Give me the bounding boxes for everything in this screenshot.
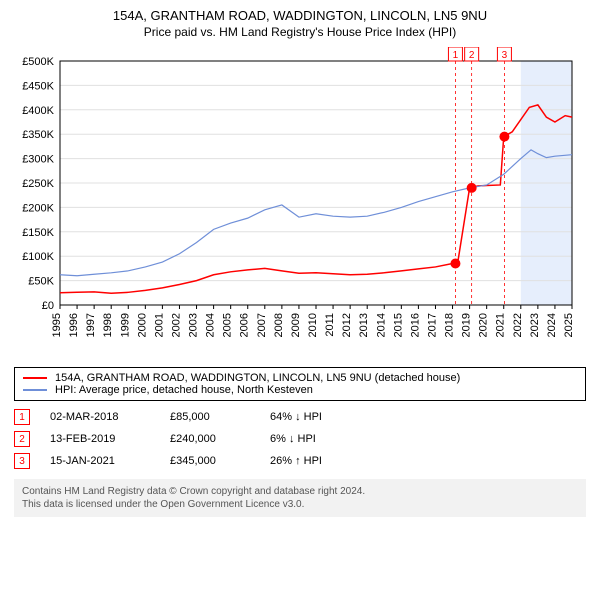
svg-text:2: 2: [469, 50, 475, 61]
svg-text:2015: 2015: [392, 313, 404, 337]
footer-line-1: Contains HM Land Registry data © Crown c…: [22, 485, 578, 498]
svg-text:£300K: £300K: [22, 154, 54, 166]
svg-text:2006: 2006: [239, 313, 251, 337]
svg-text:2001: 2001: [153, 313, 165, 337]
svg-text:2005: 2005: [222, 313, 234, 337]
svg-text:2021: 2021: [495, 313, 507, 337]
event-price: £345,000: [170, 455, 250, 467]
svg-text:£150K: £150K: [22, 227, 54, 239]
svg-text:1997: 1997: [85, 313, 97, 337]
svg-text:2002: 2002: [170, 313, 182, 337]
svg-text:£400K: £400K: [22, 105, 54, 117]
event-price: £85,000: [170, 411, 250, 423]
svg-text:2000: 2000: [136, 313, 148, 337]
event-date: 13-FEB-2019: [50, 433, 150, 445]
svg-text:£200K: £200K: [22, 202, 54, 214]
svg-text:2012: 2012: [341, 313, 353, 337]
svg-text:2017: 2017: [426, 313, 438, 337]
svg-text:£350K: £350K: [22, 129, 54, 141]
svg-text:2009: 2009: [290, 313, 302, 337]
legend-label: 154A, GRANTHAM ROAD, WADDINGTON, LINCOLN…: [55, 372, 460, 384]
event-date: 02-MAR-2018: [50, 411, 150, 423]
events-table: 1 02-MAR-2018 £85,000 64% ↓ HPI 2 13-FEB-2019…: [14, 409, 586, 469]
price-chart: £0 £50K £100K £150K £200K £250K £300K £350K £400…: [8, 47, 592, 357]
svg-text:2007: 2007: [256, 313, 268, 337]
svg-text:2008: 2008: [273, 313, 285, 337]
svg-text:£500K: £500K: [22, 56, 54, 68]
event-price: £240,000: [170, 433, 250, 445]
svg-text:£0: £0: [42, 300, 54, 312]
svg-text:2004: 2004: [205, 313, 217, 337]
svg-text:2019: 2019: [461, 313, 473, 337]
svg-text:2016: 2016: [409, 313, 421, 337]
svg-text:2010: 2010: [307, 313, 319, 337]
svg-text:2023: 2023: [529, 313, 541, 337]
svg-text:2011: 2011: [324, 313, 336, 337]
svg-text:1: 1: [453, 50, 459, 61]
svg-text:2013: 2013: [358, 313, 370, 337]
svg-text:3: 3: [502, 50, 508, 61]
event-row: 3 15-JAN-2021 £345,000 26% ↑ HPI: [14, 453, 586, 469]
event-date: 15-JAN-2021: [50, 455, 150, 467]
event-row: 2 13-FEB-2019 £240,000 6% ↓ HPI: [14, 431, 586, 447]
svg-text:2022: 2022: [512, 313, 524, 337]
svg-text:1996: 1996: [68, 313, 80, 337]
legend-item: 154A, GRANTHAM ROAD, WADDINGTON, LINCOLN…: [23, 372, 577, 384]
legend: 154A, GRANTHAM ROAD, WADDINGTON, LINCOLN…: [14, 367, 586, 401]
svg-text:2020: 2020: [478, 313, 490, 337]
event-row: 1 02-MAR-2018 £85,000 64% ↓ HPI: [14, 409, 586, 425]
event-relative: 64% ↓ HPI: [270, 411, 322, 423]
chart-main-title: 154A, GRANTHAM ROAD, WADDINGTON, LINCOLN…: [8, 8, 592, 23]
event-badge: 2: [14, 431, 30, 447]
svg-text:1998: 1998: [102, 313, 114, 337]
svg-text:£250K: £250K: [22, 178, 54, 190]
svg-text:2024: 2024: [546, 313, 558, 337]
svg-text:2014: 2014: [375, 313, 387, 337]
event-badge: 3: [14, 453, 30, 469]
event-badge: 1: [14, 409, 30, 425]
event-relative: 26% ↑ HPI: [270, 455, 322, 467]
legend-swatch: [23, 377, 47, 379]
attribution-footer: Contains HM Land Registry data © Crown c…: [14, 479, 586, 517]
svg-text:£450K: £450K: [22, 80, 54, 92]
legend-label: HPI: Average price, detached house, Nort…: [55, 384, 313, 396]
svg-text:2018: 2018: [444, 313, 456, 337]
svg-text:2025: 2025: [563, 313, 575, 337]
svg-text:£50K: £50K: [28, 276, 54, 288]
legend-item: HPI: Average price, detached house, Nort…: [23, 384, 577, 396]
svg-text:1999: 1999: [119, 313, 131, 337]
footer-line-2: This data is licensed under the Open Gov…: [22, 498, 578, 511]
event-relative: 6% ↓ HPI: [270, 433, 316, 445]
svg-text:1995: 1995: [51, 313, 63, 337]
svg-text:£100K: £100K: [22, 251, 54, 263]
legend-swatch: [23, 389, 47, 391]
svg-text:2003: 2003: [188, 313, 200, 337]
chart-subtitle: Price paid vs. HM Land Registry's House …: [8, 25, 592, 39]
